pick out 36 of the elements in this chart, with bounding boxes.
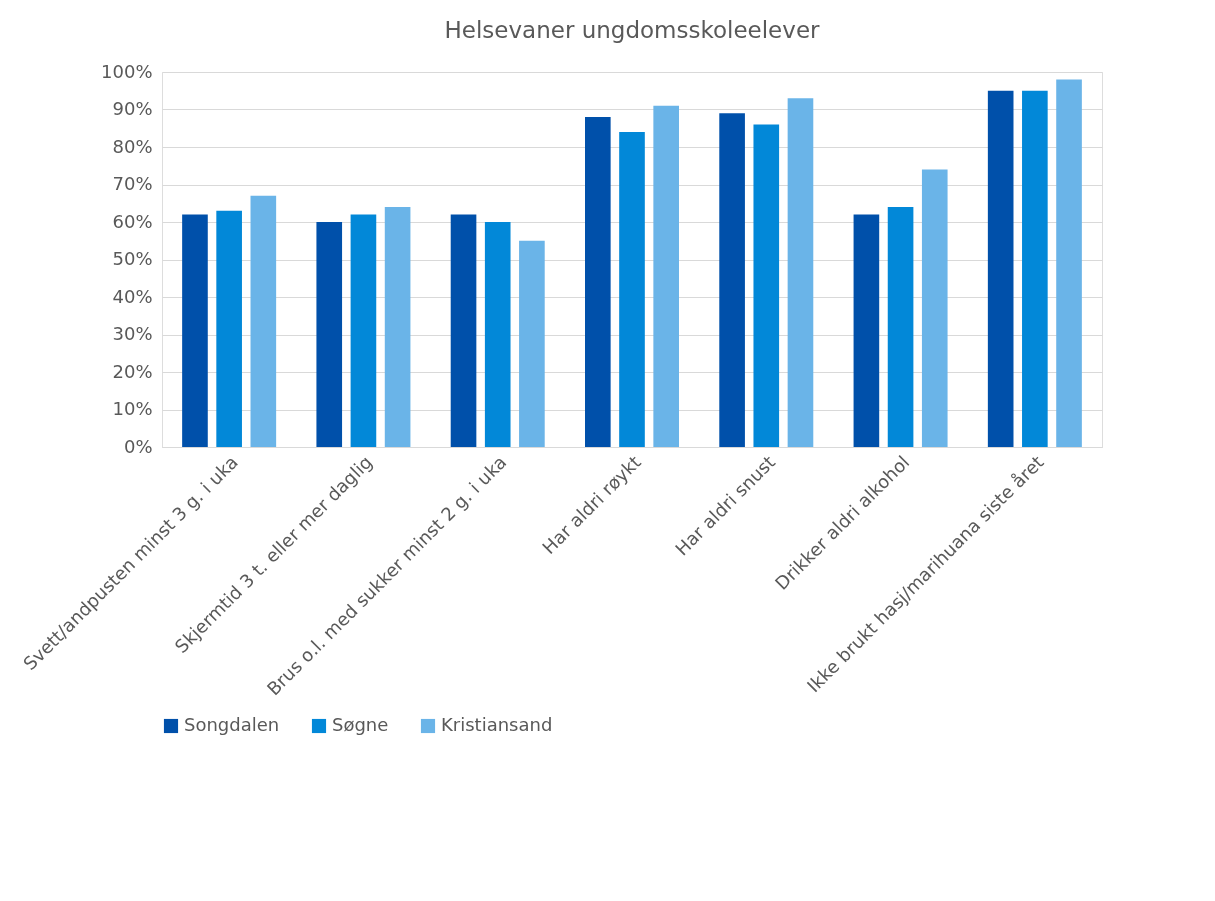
bar: [853, 214, 880, 447]
y-tick-label: 30%: [112, 323, 153, 344]
y-tick-label: 70%: [112, 173, 153, 194]
bar: [350, 214, 377, 447]
bar: [987, 90, 1014, 447]
y-tick-label: 80%: [112, 135, 153, 157]
bar: [1022, 90, 1048, 447]
y-tick-label: 40%: [112, 285, 153, 307]
bar: [619, 132, 645, 447]
bar: [921, 169, 948, 447]
y-tick-label: 20%: [112, 360, 153, 382]
bar: [182, 214, 208, 447]
bar: [519, 240, 545, 447]
chart-title: Helsevaner ungdomsskoleelever: [444, 17, 821, 43]
y-tick-label: 50%: [112, 248, 153, 269]
bar: [753, 124, 780, 447]
y-tick-label: 100%: [101, 60, 153, 82]
bar: [653, 105, 679, 447]
legend-label: Søgne: [332, 714, 389, 735]
bar: [484, 222, 511, 447]
bar: [216, 210, 242, 447]
bar: [384, 207, 411, 447]
legend-label: Songdalen: [184, 714, 280, 735]
legend-label: Kristiansand: [441, 714, 553, 735]
bar: [250, 195, 277, 447]
bar: [887, 207, 914, 447]
bar: [585, 117, 611, 447]
y-tick-label: 60%: [112, 210, 153, 232]
y-tick-label: 0%: [123, 435, 153, 457]
bar: [719, 113, 745, 447]
y-tick-label: 90%: [112, 98, 153, 119]
y-tick-label: 10%: [112, 398, 153, 419]
bar: [316, 222, 343, 447]
bar: [787, 98, 814, 447]
bar: [1056, 79, 1082, 447]
bar: [450, 214, 477, 447]
